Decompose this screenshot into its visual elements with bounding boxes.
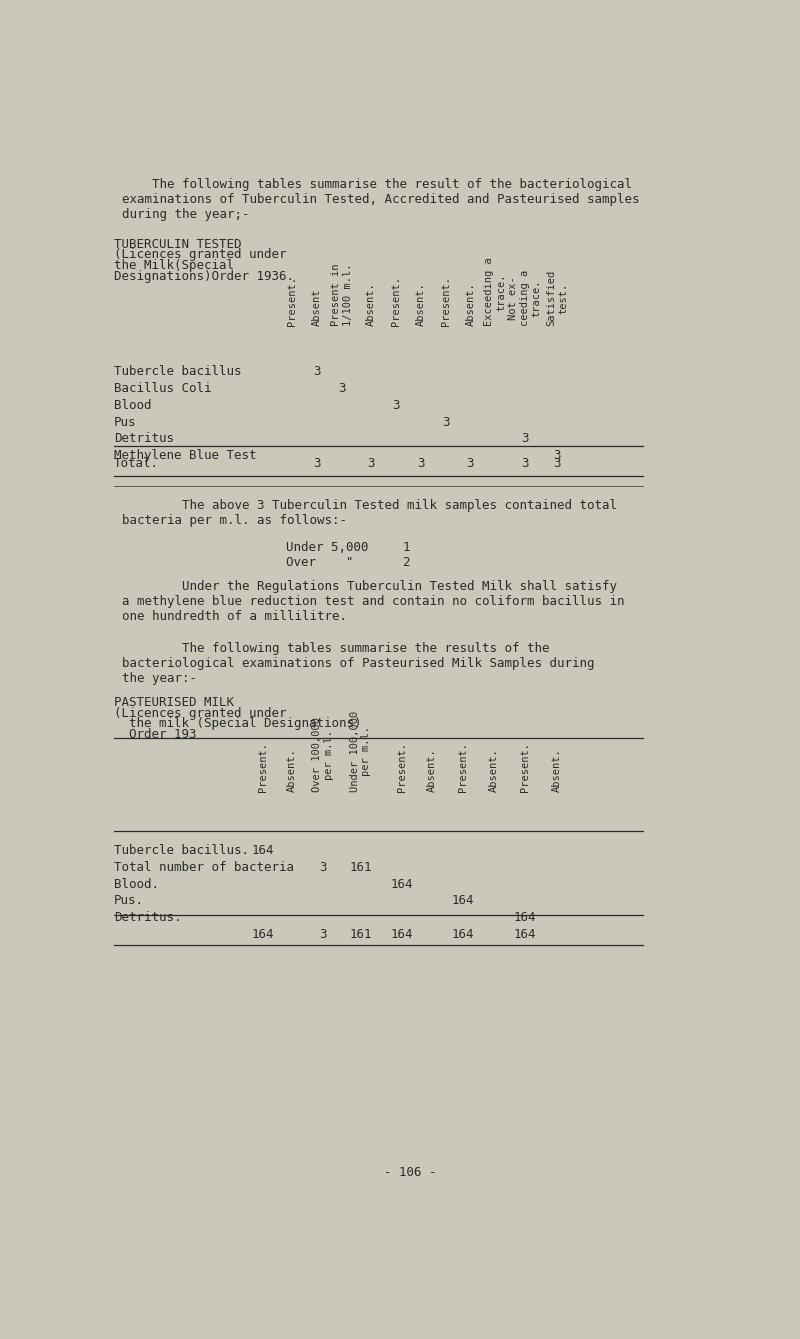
Text: Absent.: Absent. — [489, 749, 498, 793]
Text: 3: 3 — [554, 457, 561, 470]
Text: 3: 3 — [314, 364, 321, 378]
Text: Absent.: Absent. — [426, 749, 437, 793]
Text: Designations)Order 1936.: Designations)Order 1936. — [114, 270, 294, 283]
Text: (Licences granted under: (Licences granted under — [114, 707, 286, 719]
Text: 3: 3 — [521, 432, 529, 446]
Text: The following tables summarise the results of the
bacteriological examinations o: The following tables summarise the resul… — [122, 641, 594, 686]
Text: Under 100,000
per m.l.: Under 100,000 per m.l. — [350, 711, 371, 793]
Text: Present in
1/100 m.l.: Present in 1/100 m.l. — [331, 264, 353, 327]
Text: Present.: Present. — [391, 276, 401, 327]
Text: Absent.: Absent. — [287, 749, 298, 793]
Text: Absent.: Absent. — [416, 283, 426, 327]
Text: 164: 164 — [451, 928, 474, 941]
Text: The following tables summarise the result of the bacteriological
examinations of: The following tables summarise the resul… — [122, 178, 639, 221]
Text: Pus: Pus — [114, 415, 137, 428]
Text: Not ex-
ceeding a
trace.: Not ex- ceeding a trace. — [508, 270, 542, 327]
Text: 3: 3 — [319, 928, 327, 941]
Text: Absent.: Absent. — [366, 283, 376, 327]
Text: Absent: Absent — [312, 289, 322, 327]
Text: Present.: Present. — [441, 276, 450, 327]
Text: 164: 164 — [391, 928, 414, 941]
Text: Under the Regulations Tuberculin Tested Milk shall satisfy
a methylene blue redu: Under the Regulations Tuberculin Tested … — [122, 580, 624, 624]
Text: Tubercle bacillus.: Tubercle bacillus. — [114, 844, 249, 857]
Text: Absent.: Absent. — [552, 749, 562, 793]
Text: 164: 164 — [391, 877, 414, 890]
Text: 3: 3 — [314, 457, 321, 470]
Text: Present.: Present. — [398, 742, 407, 793]
Text: (Licences granted under: (Licences granted under — [114, 249, 286, 261]
Text: 164: 164 — [251, 928, 274, 941]
Text: TUBERCULIN TESTED: TUBERCULIN TESTED — [114, 238, 242, 250]
Text: Exceeding a
trace.: Exceeding a trace. — [485, 257, 506, 327]
Text: Methylene Blue Test: Methylene Blue Test — [114, 450, 257, 462]
Text: 161: 161 — [349, 861, 372, 873]
Text: 2: 2 — [402, 557, 410, 569]
Text: Over    ": Over " — [286, 557, 354, 569]
Text: the milk (Special Designations): the milk (Special Designations) — [114, 718, 362, 730]
Text: 164: 164 — [514, 912, 536, 924]
Text: 3: 3 — [338, 382, 346, 395]
Text: 3: 3 — [392, 399, 400, 411]
Text: - 106 -: - 106 - — [384, 1165, 436, 1178]
Text: 3: 3 — [417, 457, 425, 470]
Text: 164: 164 — [514, 928, 536, 941]
Text: Absent.: Absent. — [466, 283, 475, 327]
Text: Total number of bacteria: Total number of bacteria — [114, 861, 294, 873]
Text: Bacillus Coli: Bacillus Coli — [114, 382, 211, 395]
Text: 3: 3 — [319, 861, 327, 873]
Text: Blood: Blood — [114, 399, 151, 411]
Text: 161: 161 — [349, 928, 372, 941]
Text: Satisfied
test.: Satisfied test. — [546, 270, 568, 327]
Text: Order 193: Order 193 — [114, 728, 197, 742]
Text: Blood.: Blood. — [114, 877, 159, 890]
Text: Tubercle bacillus: Tubercle bacillus — [114, 364, 242, 378]
Text: Present.: Present. — [287, 276, 298, 327]
Text: 164: 164 — [251, 844, 274, 857]
Text: Detritus: Detritus — [114, 432, 174, 446]
Text: 3: 3 — [466, 457, 474, 470]
Text: Under 5,000: Under 5,000 — [286, 541, 369, 554]
Text: 164: 164 — [451, 894, 474, 908]
Text: 3: 3 — [442, 415, 450, 428]
Text: Present.: Present. — [520, 742, 530, 793]
Text: 3: 3 — [367, 457, 375, 470]
Text: Pus.: Pus. — [114, 894, 144, 908]
Text: Over 100,000
per m.l.: Over 100,000 per m.l. — [313, 718, 334, 793]
Text: 3: 3 — [554, 450, 561, 462]
Text: the Milk(Special: the Milk(Special — [114, 260, 234, 272]
Text: The above 3 Tuberculin Tested milk samples contained total
bacteria per m.l. as : The above 3 Tuberculin Tested milk sampl… — [122, 499, 617, 528]
Text: Total.: Total. — [114, 457, 159, 470]
Text: 3: 3 — [521, 457, 529, 470]
Text: 1: 1 — [402, 541, 410, 554]
Text: PASTEURISED MILK: PASTEURISED MILK — [114, 696, 234, 708]
Text: Detritus.: Detritus. — [114, 912, 182, 924]
Text: Present.: Present. — [258, 742, 268, 793]
Text: Present.: Present. — [458, 742, 468, 793]
